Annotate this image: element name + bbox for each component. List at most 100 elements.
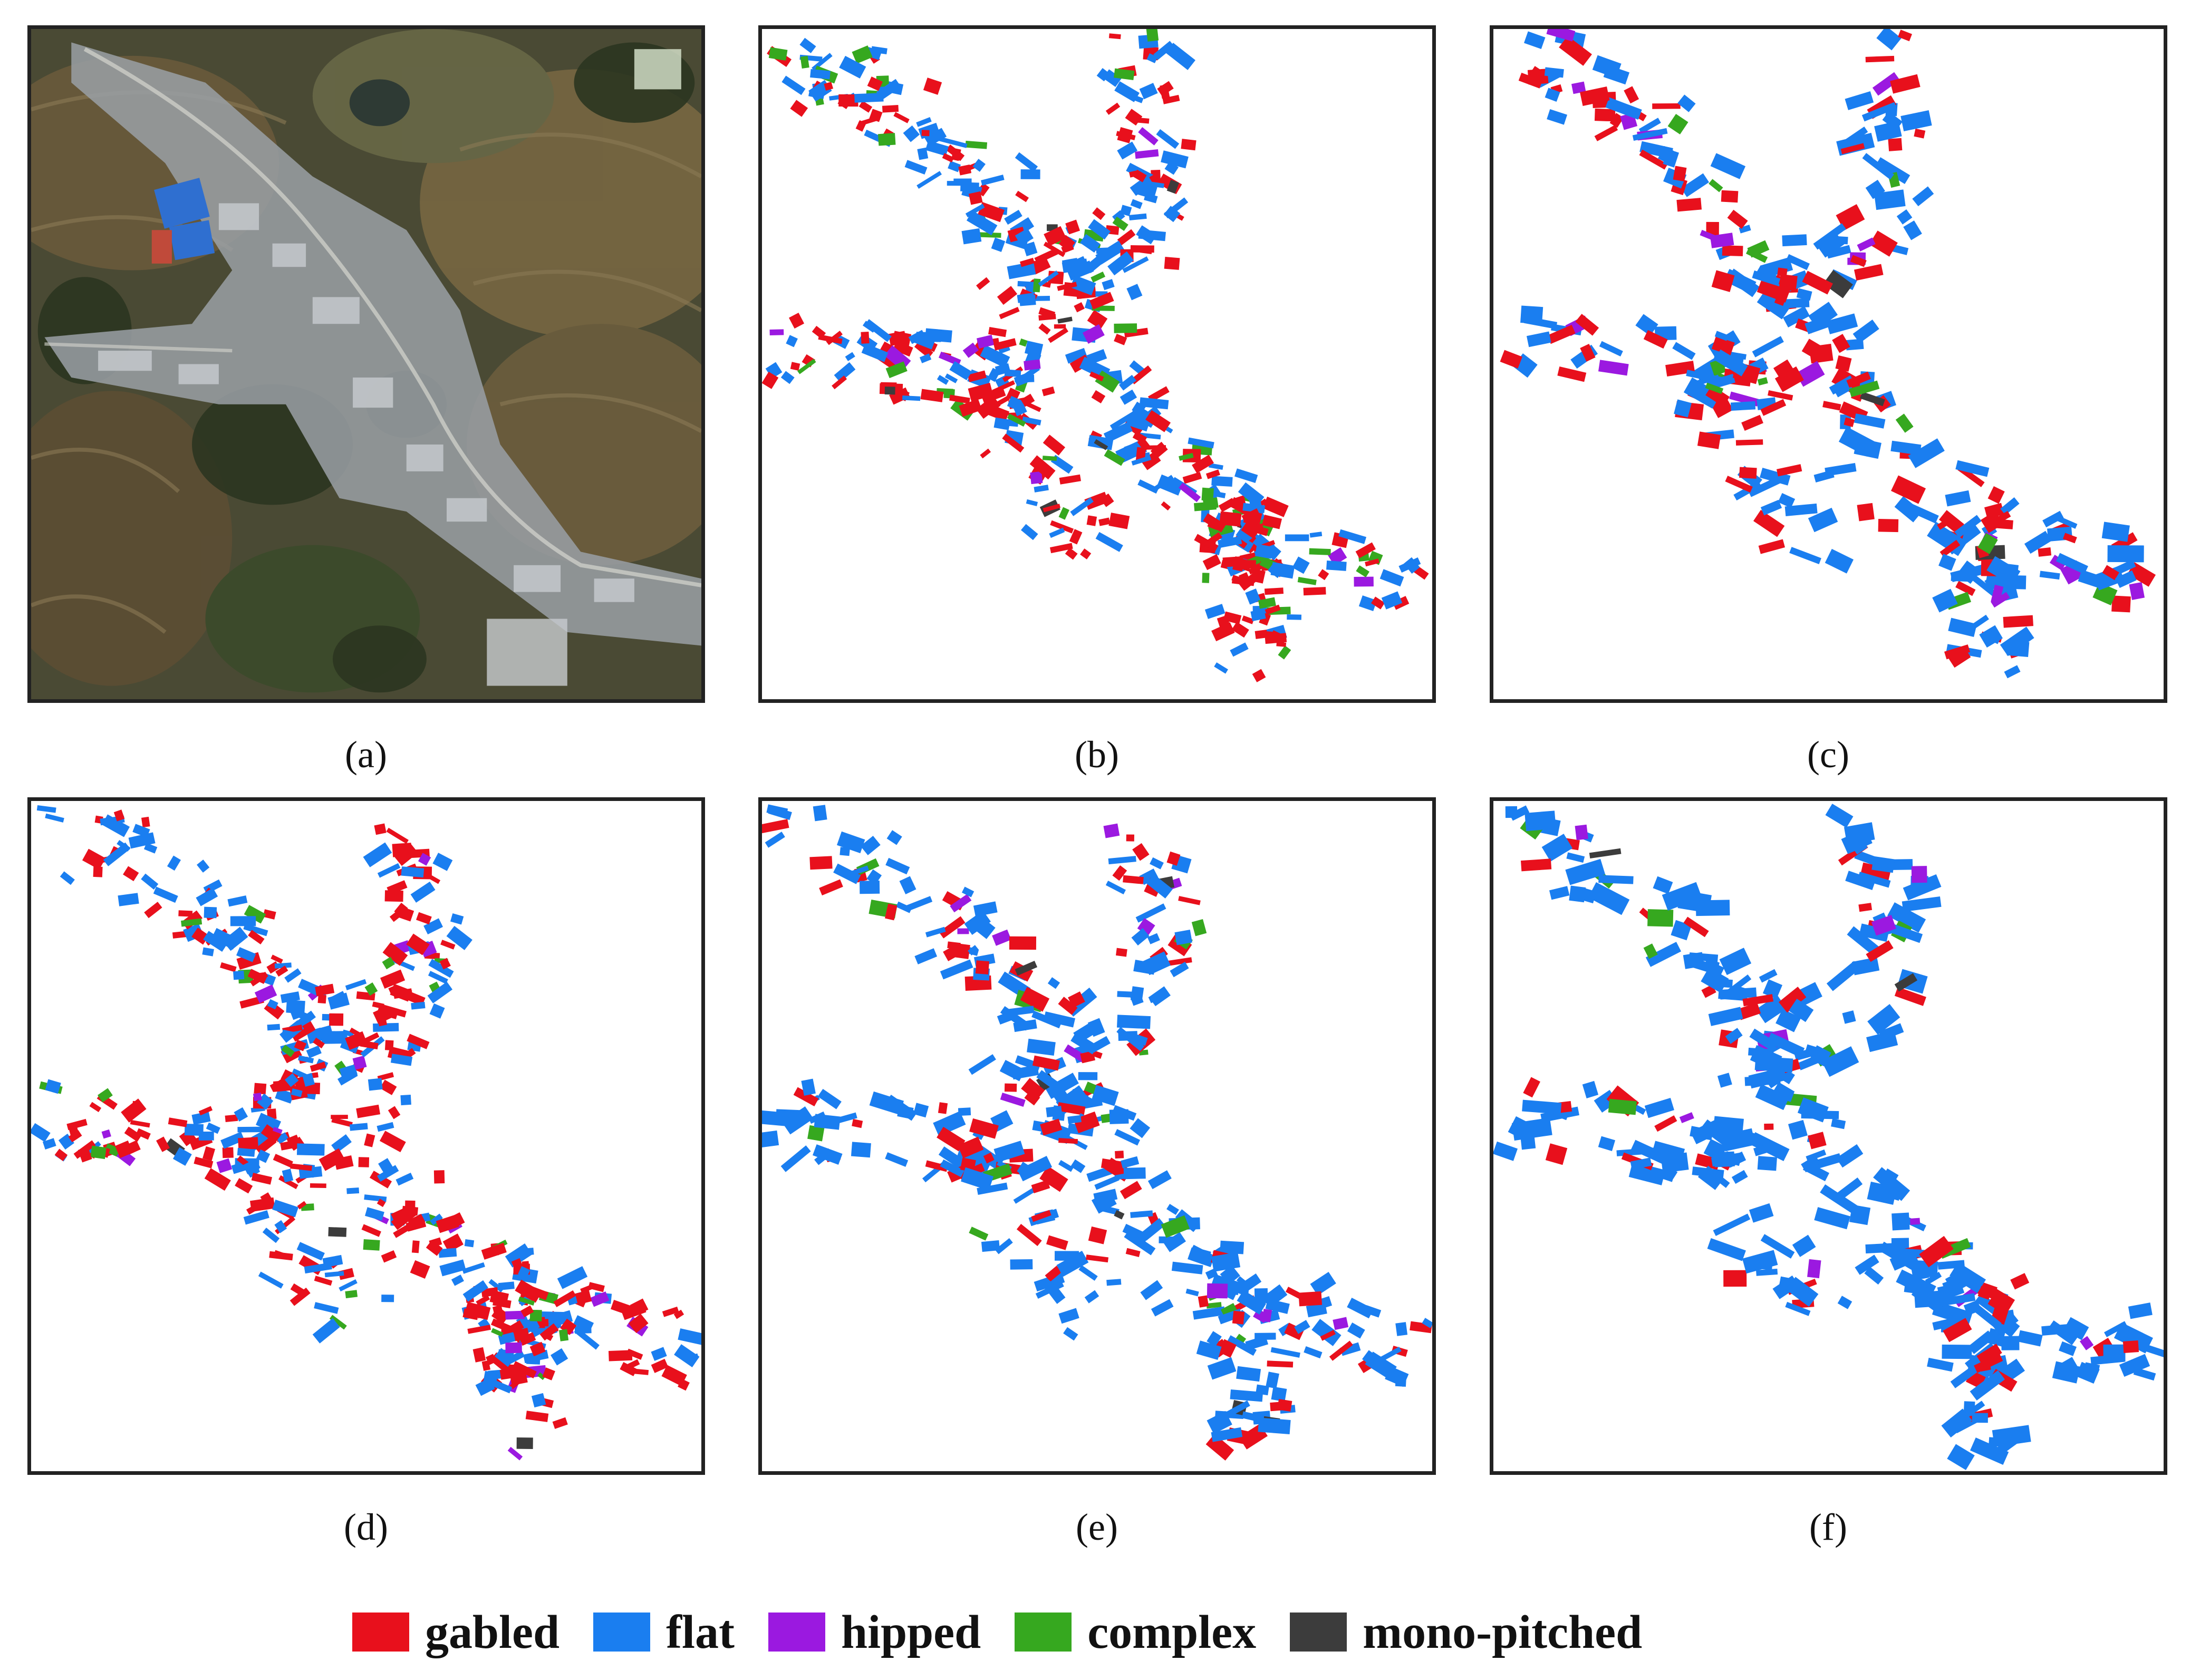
building-footprint-complex: [800, 55, 809, 69]
building-footprint-gabled: [319, 1148, 345, 1171]
building-footprint-flat: [1015, 152, 1038, 172]
building-footprint-gabled: [407, 1034, 430, 1049]
building-footprint-gabled: [1721, 190, 1739, 203]
building-footprint-gabled: [1030, 257, 1051, 275]
building-footprint-gabled: [1161, 501, 1171, 511]
building-footprint-flat: [1753, 1145, 1767, 1156]
building-footprint-flat: [1258, 1417, 1291, 1434]
building-footprint-gabled: [1045, 1266, 1062, 1282]
building-footprint-gabled: [869, 109, 883, 122]
building-footprint-gabled: [1157, 81, 1174, 96]
building-footprint-gabled: [1117, 229, 1136, 246]
building-footprint-flat: [1549, 886, 1570, 900]
building-footprint-gabled: [662, 1306, 679, 1317]
building-footprint-flat: [1903, 220, 1922, 240]
building-footprint-flat: [1130, 1210, 1153, 1218]
building-footprint-flat: [1927, 1357, 1954, 1372]
building-footprint-complex: [491, 1328, 504, 1337]
building-footprint-flat: [118, 893, 139, 906]
building-footprint-flat: [1096, 68, 1110, 82]
building-footprint-gabled: [673, 1309, 684, 1319]
building-footprint-flat: [1108, 856, 1136, 865]
building-footprint-flat: [282, 1029, 296, 1038]
building-footprint-flat: [1749, 1203, 1774, 1223]
building-footprint-flat: [1892, 1212, 1910, 1231]
building-footprint-flat: [1035, 1281, 1064, 1299]
building-footprint-hipped: [1262, 1309, 1272, 1322]
building-footprint-flat: [1070, 497, 1094, 516]
building-footprint-flat: [1974, 1305, 2002, 1330]
building-footprint-hipped: [1000, 1093, 1026, 1107]
building-footprint-hipped: [769, 329, 784, 336]
building-footprint-complex: [1643, 943, 1658, 959]
building-footprint-flat: [1122, 1223, 1149, 1242]
building-footprint-hipped: [1179, 482, 1201, 503]
building-footprint-complex: [885, 361, 908, 379]
building-footprint-gabled: [855, 120, 866, 132]
building-footprint-gabled: [1329, 1340, 1353, 1361]
building-footprint-flat: [1760, 499, 1782, 516]
building-footprint-gabled: [608, 1350, 633, 1362]
building-footprint-flat: [1523, 31, 1546, 49]
building-footprint-gabled: [386, 827, 409, 844]
building-footprint-flat: [1757, 1156, 1777, 1171]
building-footprint-flat: [1130, 199, 1143, 209]
building-footprint-flat: [1681, 173, 1710, 197]
building-footprint-gabled: [1779, 274, 1798, 292]
building-footprint-flat: [1130, 986, 1144, 1002]
building-footprint-flat: [220, 1132, 245, 1149]
building-footprint-gabled: [1303, 587, 1326, 596]
building-footprint-gabled: [384, 890, 403, 902]
building-footprint-flat: [1166, 1204, 1179, 1215]
building-footprint-flat: [1242, 503, 1266, 513]
building-footprint-flat: [1270, 562, 1295, 579]
building-footprint-hipped: [976, 334, 995, 349]
building-footprint-flat: [196, 887, 218, 906]
building-footprint-flat: [1230, 1389, 1263, 1402]
building-footprint-gabled: [1523, 1077, 1540, 1098]
building-footprint-gabled: [1117, 127, 1133, 143]
building-footprint-flat: [799, 37, 816, 53]
building-footprint-gabled: [960, 1157, 976, 1173]
building-footprint-flat: [1271, 1386, 1287, 1402]
building-footprint-gabled: [1105, 102, 1121, 115]
building-footprint-gabled: [141, 816, 150, 828]
building-footprint-flat: [1114, 1170, 1143, 1181]
building-footprint-flat: [1096, 247, 1119, 254]
building-footprint-gabled: [1058, 1138, 1078, 1144]
building-footprint-gabled: [1888, 138, 1903, 151]
building-footprint-flat: [2063, 1317, 2089, 1340]
building-footprint-hipped: [273, 1127, 283, 1134]
building-footprint-gabled: [294, 1039, 307, 1051]
building-footprint-gabled: [1072, 289, 1084, 300]
building-footprint-gabled: [125, 1140, 141, 1155]
building-footprint-flat: [243, 1210, 269, 1225]
building-footprint-gabled: [1130, 365, 1152, 384]
building-footprint-complex: [1895, 413, 1914, 433]
building-footprint-flat: [1635, 314, 1658, 336]
building-footprint-gabled: [2111, 595, 2131, 613]
building-footprint-flat: [1395, 1322, 1408, 1336]
building-footprint-flat: [851, 1142, 871, 1158]
building-footprint-flat: [1347, 1322, 1365, 1339]
building-footprint-flat: [933, 1111, 966, 1137]
building-footprint-gabled: [66, 1118, 88, 1131]
building-footprint-flat: [1704, 1165, 1730, 1188]
building-footprint-flat: [1122, 256, 1149, 273]
building-footprint-flat: [1825, 804, 1854, 828]
building-footprint-flat: [1887, 902, 1926, 933]
building-footprint-gabled: [968, 191, 983, 205]
building-footprint-flat: [1773, 1082, 1795, 1100]
building-footprint-flat: [903, 125, 920, 142]
building-footprint-flat: [786, 335, 798, 347]
building-footprint-flat: [1245, 588, 1261, 605]
building-footprint-flat: [1237, 1290, 1266, 1315]
building-footprint-hipped: [1082, 324, 1105, 344]
building-footprint-flat: [1340, 1342, 1361, 1356]
building-footprint-gabled: [959, 399, 982, 417]
building-footprint-flat: [1163, 206, 1181, 223]
building-footprint-flat: [1950, 1362, 1983, 1388]
building-footprint-flat: [1107, 251, 1134, 276]
building-footprint-gabled: [1231, 622, 1249, 638]
legend-item-mono-pitched: mono-pitched: [1290, 1605, 1642, 1659]
